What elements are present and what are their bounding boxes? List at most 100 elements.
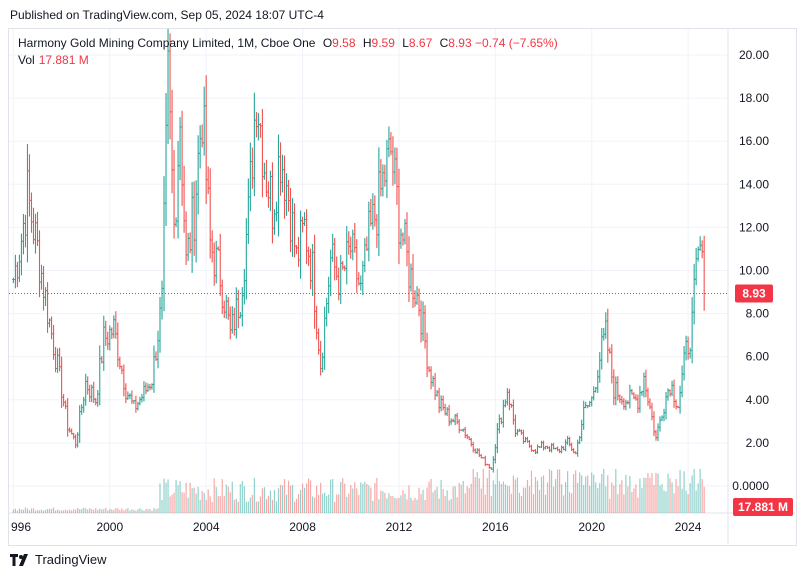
volume-bar: [131, 509, 133, 513]
volume-bar: [34, 510, 37, 513]
volume-bar: [370, 487, 372, 513]
volume-bar: [532, 494, 535, 513]
volume-bar: [183, 492, 185, 513]
volume-bar: [520, 495, 523, 513]
y-tick-label: 16.00: [739, 134, 769, 148]
volume-bar: [490, 495, 492, 513]
volume-bar: [46, 509, 49, 513]
volume-bar: [314, 497, 316, 513]
volume-bar: [514, 479, 517, 513]
volume-bar: [697, 483, 699, 513]
volume-bar: [338, 494, 340, 513]
volume-bar: [470, 483, 472, 513]
volume-bar: [293, 501, 296, 513]
volume-bar: [468, 488, 470, 513]
volume-bar: [683, 471, 685, 513]
volume-bar: [237, 501, 239, 513]
volume-bar: [552, 486, 555, 513]
volume-bar: [287, 480, 290, 513]
volume-bar: [488, 469, 490, 513]
volume-bar: [460, 484, 462, 513]
volume-bar: [617, 494, 619, 513]
volume-bar: [163, 478, 165, 513]
volume-bar: [581, 475, 583, 513]
volume-bar: [65, 509, 67, 513]
volume-bar: [392, 496, 394, 513]
price-chart[interactable]: 20.00 18.00 16.00 14.00 12.00 10.00 8.00 6.00 4.…: [9, 29, 795, 544]
volume-bar: [159, 483, 161, 513]
volume-bar: [225, 484, 227, 513]
volume-bar: [366, 483, 368, 513]
volume-bar: [117, 508, 119, 513]
volume-bar: [75, 509, 77, 513]
volume-bar: [530, 470, 533, 513]
volume-bar: [442, 489, 444, 513]
volume-bar: [271, 499, 274, 513]
volume-bar: [645, 477, 647, 513]
volume-bar: [649, 477, 651, 513]
volume-bar: [577, 482, 579, 513]
volume-bar: [607, 475, 609, 513]
volume-bar: [390, 495, 392, 513]
volume-bar: [261, 488, 264, 513]
volume-bar: [340, 481, 342, 513]
volume-bar: [165, 482, 167, 513]
volume-bar: [398, 497, 400, 513]
x-tick-label: 2012: [386, 520, 413, 534]
volume-bar: [426, 487, 428, 513]
volume-bar: [83, 507, 85, 513]
volume-bar: [462, 480, 464, 513]
volume-bar: [643, 477, 645, 513]
volume-bar: [540, 476, 543, 513]
volume-bar: [410, 497, 412, 513]
volume-bar: [119, 510, 121, 513]
volume-bar: [506, 485, 508, 513]
volume-bar: [305, 483, 308, 513]
volume-bar: [508, 486, 510, 513]
volume-bar: [418, 487, 420, 513]
volume-bar: [61, 510, 63, 513]
volume-bar: [502, 481, 504, 513]
volume-bar: [480, 488, 482, 513]
volume-bar: [605, 486, 607, 513]
volume-bar: [575, 470, 577, 513]
volume-bar: [601, 474, 603, 513]
published-caption: Published on TradingView.com, Sep 05, 20…: [10, 8, 324, 22]
volume-bar: [687, 494, 689, 513]
volume-bar: [207, 489, 209, 513]
volume-bar: [320, 482, 322, 513]
volume-bar: [199, 499, 201, 513]
volume-bar: [651, 472, 653, 513]
volume-bar: [436, 486, 438, 513]
volume-bar: [16, 510, 19, 513]
volume-bar: [518, 492, 521, 513]
volume-bar: [386, 498, 388, 513]
x-tick-label: 2008: [289, 520, 316, 534]
volume-bar: [279, 484, 282, 513]
volume-bar: [101, 509, 103, 513]
volume-bar: [677, 486, 679, 513]
volume-bar: [482, 469, 484, 513]
volume-bar: [52, 507, 55, 513]
volume-bar: [446, 490, 448, 513]
x-tick-label: 2000: [96, 520, 123, 534]
volume-bar: [223, 496, 225, 513]
volume-bar: [255, 501, 257, 513]
volume-bar: [161, 499, 163, 513]
high-value: 9.59: [371, 36, 395, 50]
volume-bar: [458, 482, 460, 513]
volume-bar: [675, 478, 677, 513]
volume-bar: [348, 493, 350, 513]
volume-bar: [297, 494, 300, 513]
x-tick-label: 2016: [482, 520, 509, 534]
volume-bar: [179, 481, 181, 513]
x-tick-label: 2020: [578, 520, 605, 534]
volume-bar: [647, 473, 649, 513]
volume-bar: [54, 510, 57, 513]
volume-bar: [691, 475, 693, 513]
volume-bar: [50, 508, 53, 513]
volume-bar: [229, 492, 231, 513]
volume-bar: [701, 478, 703, 513]
x-tick-label: 2024: [675, 520, 702, 534]
volume-bar: [257, 501, 259, 513]
